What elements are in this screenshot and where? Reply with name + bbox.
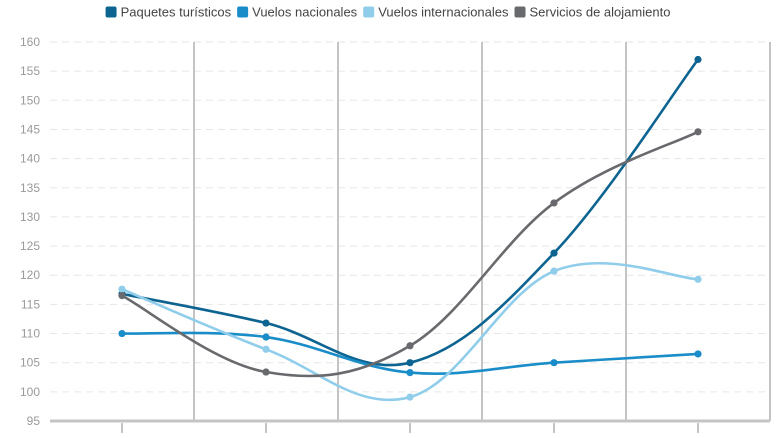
- y-tick-label: 120: [20, 268, 40, 282]
- legend-swatch: [363, 6, 375, 18]
- data-point[interactable]: [694, 128, 702, 136]
- y-tick-label: 125: [20, 239, 40, 253]
- data-point[interactable]: [262, 345, 270, 353]
- y-tick-label: 100: [20, 385, 40, 399]
- data-point[interactable]: [550, 267, 558, 275]
- legend-label: Vuelos internacionales: [378, 5, 509, 20]
- legend-label: Paquetes turísticos: [121, 5, 232, 20]
- series-line-1: [120, 58, 700, 367]
- y-tick-label: 115: [21, 297, 40, 311]
- data-point[interactable]: [406, 393, 414, 401]
- data-point[interactable]: [406, 369, 414, 377]
- y-tick-label: 95: [27, 414, 41, 428]
- legend-item-2[interactable]: Vuelos nacionales: [237, 5, 358, 20]
- legend-swatch: [105, 6, 117, 18]
- series-line-3: [120, 262, 700, 402]
- data-point[interactable]: [262, 333, 270, 341]
- y-tick-label: 145: [20, 122, 40, 136]
- y-tick-label: 160: [20, 35, 40, 49]
- y-tick-label: 135: [20, 181, 40, 195]
- y-tick-label: 105: [20, 356, 40, 370]
- data-point[interactable]: [550, 249, 558, 257]
- data-point[interactable]: [118, 285, 126, 293]
- data-point[interactable]: [694, 55, 702, 64]
- legend-item-1[interactable]: Paquetes turísticos: [105, 5, 232, 20]
- axes: 95 100 105 110 115 120 125 130 135 140 145 150 155 16…: [20, 35, 770, 433]
- grid: [50, 41, 771, 421]
- y-tick-label: 130: [20, 210, 40, 224]
- series-lines: [118, 55, 702, 402]
- data-point[interactable]: [550, 199, 558, 207]
- legend-label: Servicios de alojamiento: [530, 5, 671, 20]
- y-tick-label: 140: [20, 152, 40, 166]
- data-point[interactable]: [694, 275, 702, 283]
- y-tick-label: 110: [21, 327, 40, 341]
- data-point[interactable]: [118, 329, 126, 338]
- data-point[interactable]: [118, 292, 126, 300]
- legend-swatch: [237, 6, 249, 18]
- legend-item-4[interactable]: Servicios de alojamiento: [514, 5, 671, 20]
- legend[interactable]: Paquetes turísticos Vuelos nacionales Vuel…: [105, 5, 671, 20]
- data-point[interactable]: [694, 350, 702, 358]
- data-point[interactable]: [550, 359, 558, 367]
- series-line-4: [120, 130, 700, 378]
- legend-label: Vuelos nacionales: [252, 5, 358, 20]
- data-point[interactable]: [262, 319, 270, 327]
- legend-item-3[interactable]: Vuelos internacionales: [363, 5, 509, 20]
- legend-swatch: [514, 6, 526, 18]
- data-point[interactable]: [406, 342, 414, 350]
- data-point[interactable]: [262, 368, 270, 376]
- y-tick-label: 155: [20, 64, 40, 78]
- y-tick-label: 150: [20, 93, 40, 107]
- series-line-2: [120, 331, 700, 376]
- data-point[interactable]: [406, 359, 414, 367]
